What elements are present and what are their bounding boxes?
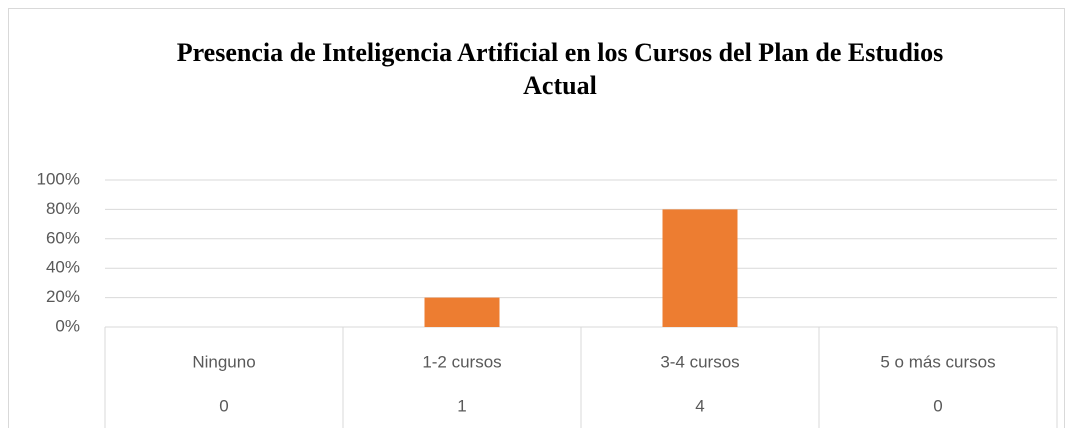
y-tick-label: 40% bbox=[46, 258, 80, 277]
x-tick-label: 1-2 cursos bbox=[422, 352, 501, 371]
table-value: 0 bbox=[933, 396, 942, 415]
chart-border bbox=[8, 8, 1065, 428]
x-tick-label: 5 o más cursos bbox=[880, 352, 995, 371]
y-tick-label: 80% bbox=[46, 199, 80, 218]
y-tick-label: 20% bbox=[46, 287, 80, 306]
x-tick-label: 3-4 cursos bbox=[660, 352, 739, 371]
table-value: 4 bbox=[695, 396, 704, 415]
bar bbox=[662, 209, 738, 327]
y-tick-label: 0% bbox=[55, 316, 80, 335]
x-tick-label: Ninguno bbox=[192, 352, 255, 371]
chart-title: Presencia de Inteligencia Artificial en … bbox=[176, 38, 944, 100]
table-value: 1 bbox=[457, 396, 466, 415]
y-tick-label: 100% bbox=[37, 169, 80, 188]
bar bbox=[424, 297, 500, 327]
table-value: 0 bbox=[219, 396, 228, 415]
y-tick-label: 60% bbox=[46, 228, 80, 247]
